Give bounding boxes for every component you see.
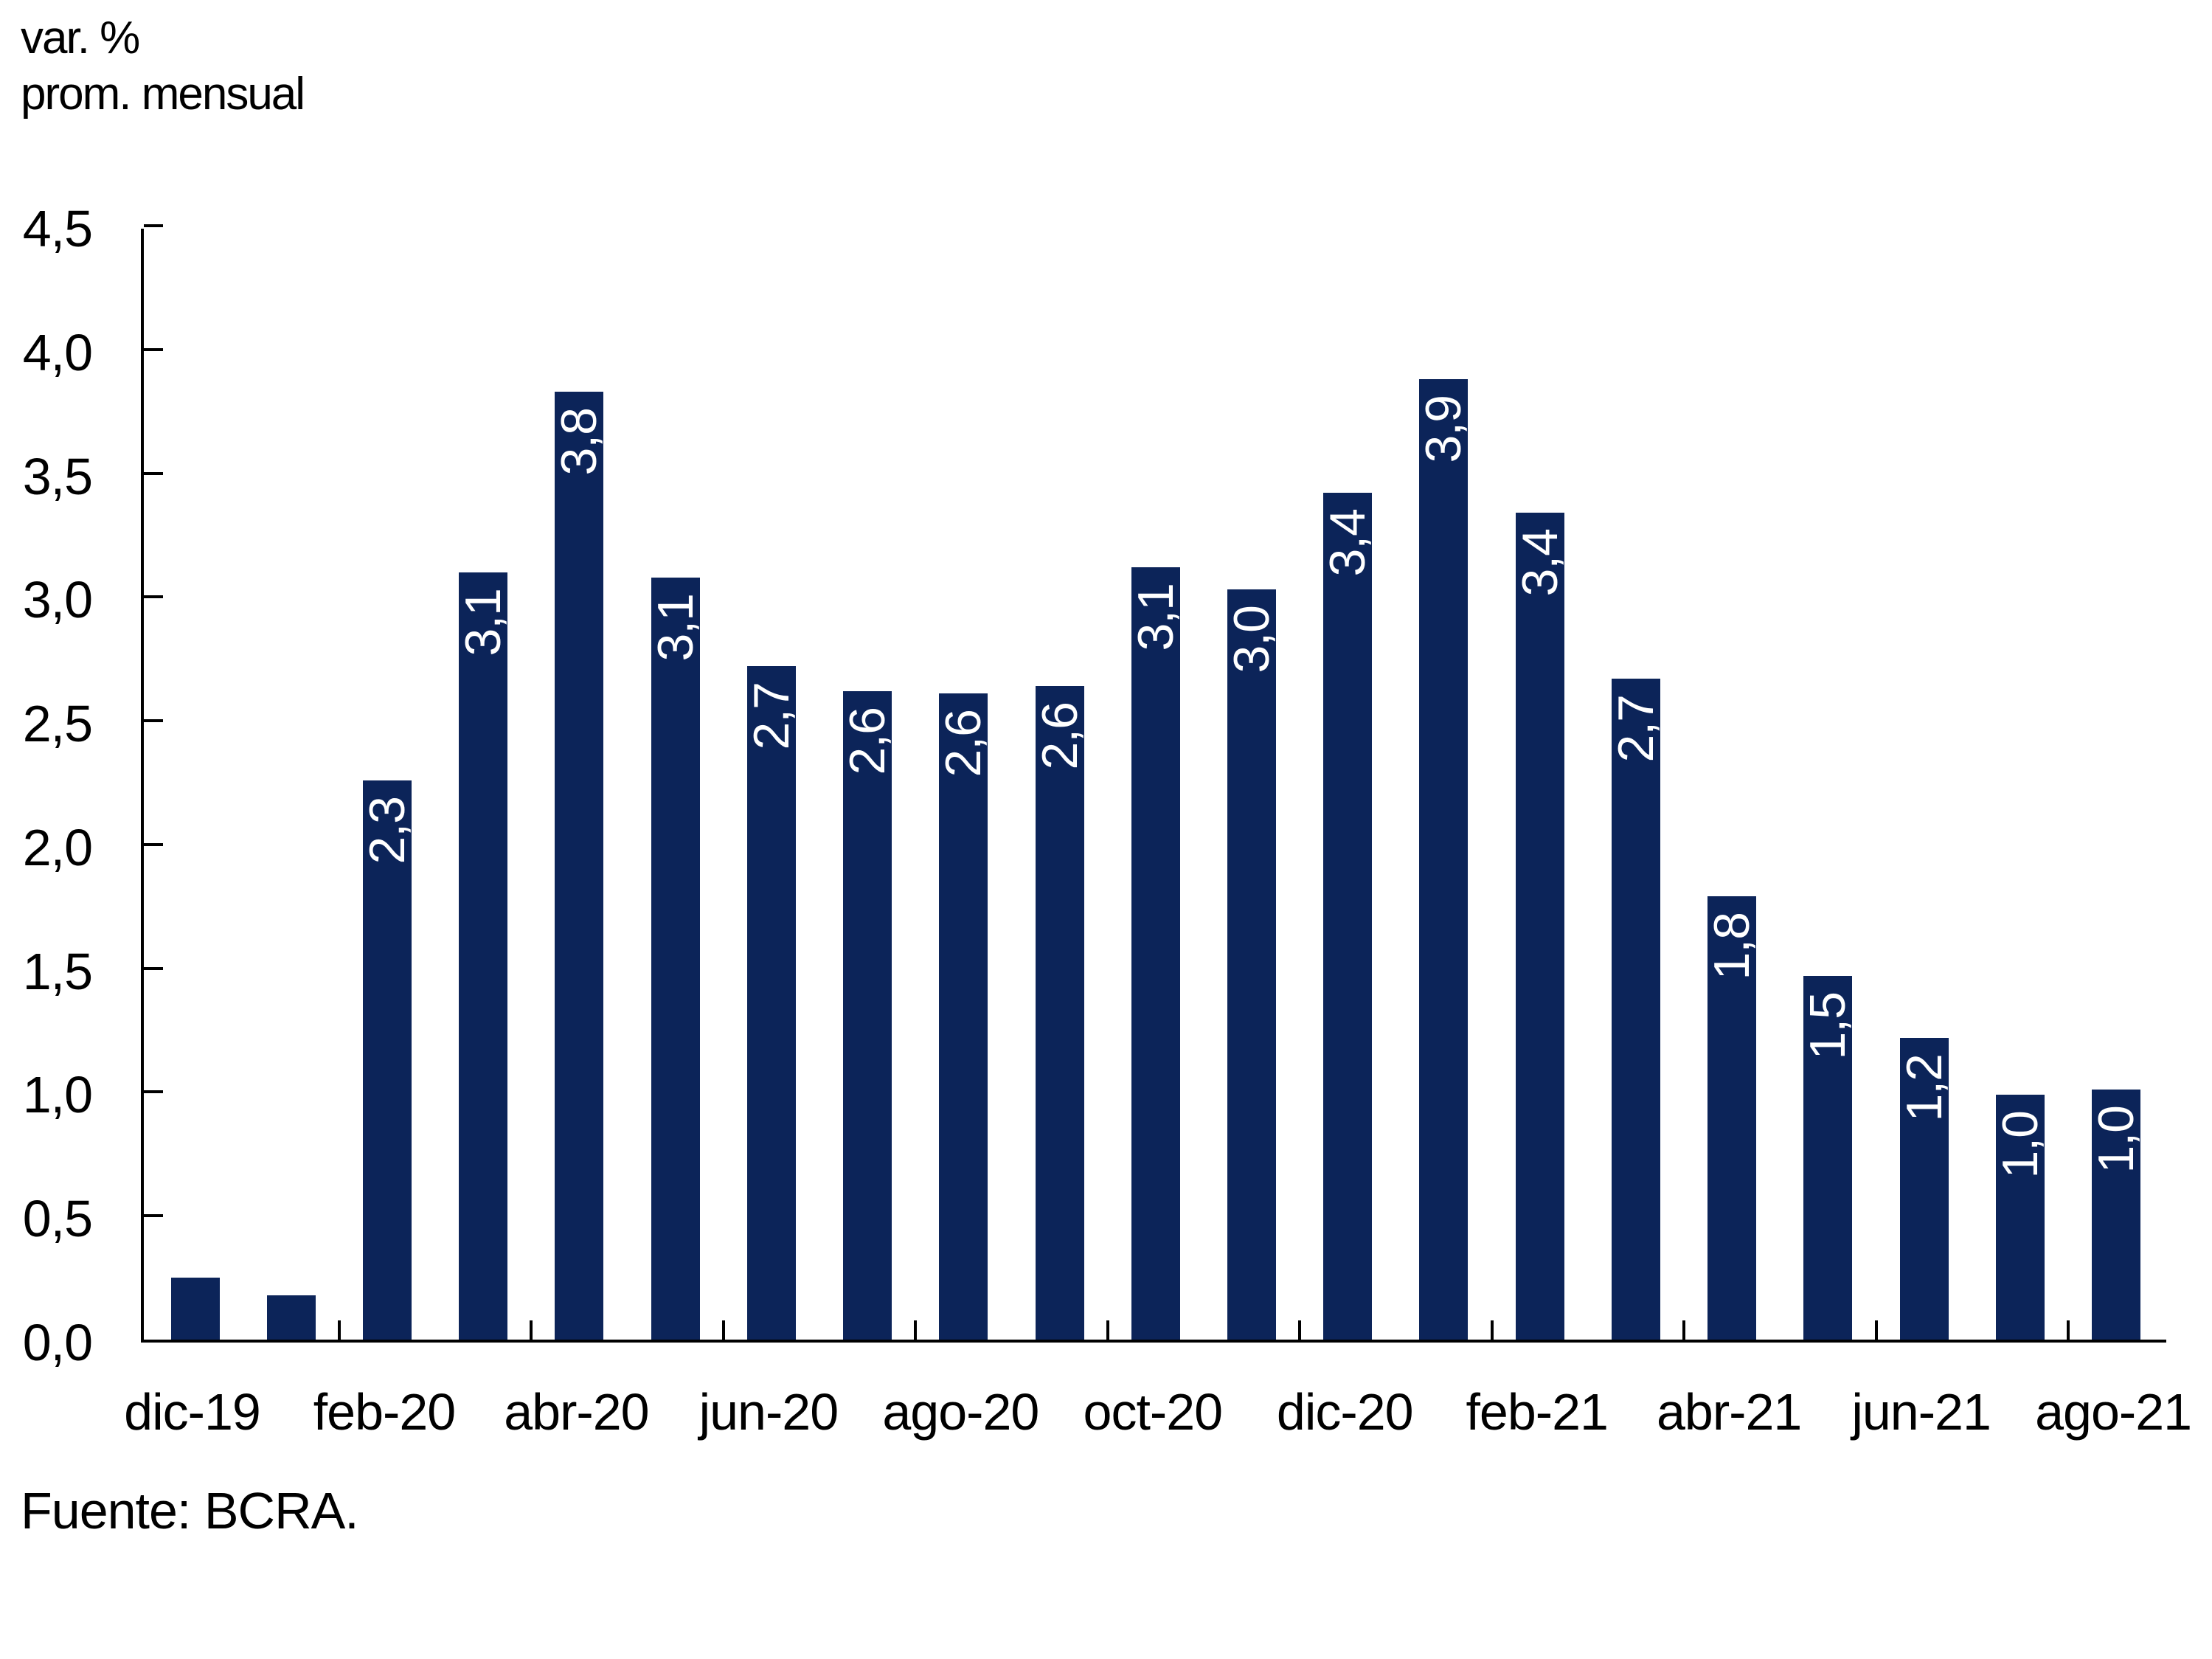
bar-value-label: 3,1 xyxy=(455,588,512,657)
x-tick xyxy=(530,1320,533,1340)
y-tick xyxy=(144,1214,163,1218)
x-tick xyxy=(914,1320,918,1340)
bar-value-label: 1,5 xyxy=(1800,991,1856,1060)
bar-value-label: 2,3 xyxy=(358,796,415,865)
bar: 3,0 xyxy=(1224,589,1280,1340)
y-tick-label: 3,5 xyxy=(22,447,93,505)
y-tick-label: 2,0 xyxy=(22,818,93,876)
bar: 3,1 xyxy=(1127,567,1184,1340)
bar-value-label: 3,1 xyxy=(1127,583,1184,651)
bar: 1,0 xyxy=(2088,1090,2145,1340)
chart-title-line2: prom. mensual xyxy=(21,69,305,120)
x-tick-label: ago-20 xyxy=(882,1383,1039,1441)
bar: 3,8 xyxy=(551,391,608,1340)
y-tick xyxy=(144,966,163,970)
plot-area: 2,3 3,1 3,8 3,1 2,7 2,6 2,6 2,6 3,1 3,0 3,4 3,9 3,4 2… xyxy=(141,224,2166,1343)
y-tick-label: 0,5 xyxy=(22,1190,93,1248)
x-tick-label: jun-20 xyxy=(698,1383,839,1441)
y-tick xyxy=(144,347,163,351)
bar: 2,7 xyxy=(1607,679,1664,1340)
x-tick-label: dic-19 xyxy=(124,1383,261,1441)
y-tick xyxy=(144,224,163,227)
x-tick xyxy=(2066,1320,2070,1340)
x-tick-label: ago-21 xyxy=(2035,1383,2192,1441)
x-tick xyxy=(1298,1320,1302,1340)
bar: 3,4 xyxy=(1320,493,1376,1340)
y-tick-label: 4,0 xyxy=(22,323,93,381)
bar-value-label: 2,7 xyxy=(743,682,800,750)
y-tick-label: 0,0 xyxy=(22,1314,93,1371)
x-tick-label: feb-21 xyxy=(1466,1383,1608,1441)
bar: 2,6 xyxy=(839,690,896,1340)
bar xyxy=(170,1278,220,1340)
bar-value-label: 3,9 xyxy=(1415,395,1472,463)
bar-value-label: 2,7 xyxy=(1607,695,1664,763)
bar: 2,6 xyxy=(935,693,992,1340)
bar: 3,9 xyxy=(1415,379,1472,1340)
y-tick xyxy=(144,1090,163,1094)
y-tick-label: 1,0 xyxy=(22,1066,93,1124)
y-tick xyxy=(144,471,163,475)
x-tick-label: feb-20 xyxy=(313,1383,456,1441)
y-tick xyxy=(144,719,163,723)
bar-value-label: 2,6 xyxy=(839,707,896,775)
chart-title-line1: var. % xyxy=(21,13,140,63)
bar: 1,5 xyxy=(1800,975,1856,1340)
bar: 2,7 xyxy=(743,666,800,1340)
bar xyxy=(266,1295,316,1340)
y-tick xyxy=(144,595,163,599)
x-tick xyxy=(1682,1320,1686,1340)
bar-value-label: 3,4 xyxy=(1511,529,1568,597)
x-tick-label: abr-21 xyxy=(1657,1383,1802,1441)
x-tick xyxy=(1490,1320,1494,1340)
bar: 3,4 xyxy=(1511,513,1568,1340)
x-tick xyxy=(721,1320,725,1340)
bar: 2,3 xyxy=(358,780,415,1340)
chart-title: var. % prom. mensual xyxy=(21,10,305,122)
bar: 3,1 xyxy=(647,577,704,1340)
bar-value-label: 1,0 xyxy=(2088,1106,2145,1174)
x-tick xyxy=(1106,1320,1109,1340)
x-tick-label: dic-20 xyxy=(1276,1383,1414,1441)
bar-value-label: 3,0 xyxy=(1224,606,1280,673)
x-tick-label: jun-21 xyxy=(1851,1383,1991,1441)
bar: 1,0 xyxy=(1991,1094,2048,1340)
y-tick-label: 1,5 xyxy=(22,942,93,1000)
bar-value-label: 1,0 xyxy=(1991,1110,2048,1179)
x-tick xyxy=(1874,1320,1878,1340)
bar: 1,8 xyxy=(1704,896,1761,1340)
bar: 3,1 xyxy=(455,572,512,1340)
y-tick xyxy=(144,842,163,846)
y-tick-label: 4,5 xyxy=(22,200,93,257)
bar: 2,6 xyxy=(1031,686,1088,1340)
bar-value-label: 2,6 xyxy=(935,710,992,777)
bar-value-label: 3,1 xyxy=(647,593,704,662)
y-tick-label: 3,0 xyxy=(22,571,93,629)
source-note: Fuente: BCRA. xyxy=(21,1482,359,1539)
bar-value-label: 3,4 xyxy=(1320,509,1376,577)
x-tick-label: oct-20 xyxy=(1083,1383,1224,1441)
bar-value-label: 1,2 xyxy=(1896,1053,1952,1122)
bar: 1,2 xyxy=(1896,1037,1952,1340)
bar-value-label: 2,6 xyxy=(1031,702,1088,770)
bar-value-label: 1,8 xyxy=(1704,912,1761,980)
y-tick-label: 2,5 xyxy=(22,695,93,753)
x-tick xyxy=(337,1320,341,1340)
bar-value-label: 3,8 xyxy=(551,407,608,476)
x-tick-label: abr-20 xyxy=(504,1383,649,1441)
